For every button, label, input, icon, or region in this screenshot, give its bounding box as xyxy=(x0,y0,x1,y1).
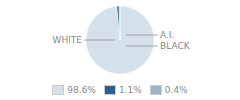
html-text:98.6%: 98.6% xyxy=(67,85,96,95)
svg-text:WHITE: WHITE xyxy=(52,35,82,45)
html-text:1.1%: 1.1% xyxy=(118,85,142,95)
html-text:0.4%: 0.4% xyxy=(164,85,188,95)
svg-text:BLACK: BLACK xyxy=(160,41,191,51)
svg-text:A.I.: A.I. xyxy=(160,30,174,40)
